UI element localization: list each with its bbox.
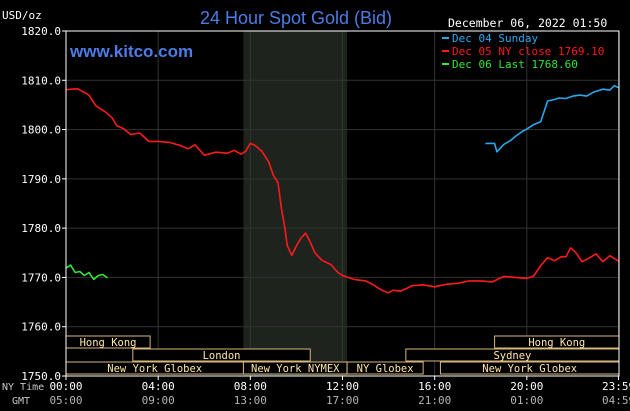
y-axis-ticks: 1750.0 1760.0 1770.0 1780.0 1790.0 1800.0 1810…: [21, 25, 66, 383]
x-tick-label-ny: 23:59: [602, 380, 630, 393]
series-line: [485, 84, 619, 153]
chart-date: December 06, 2022 01:50: [448, 16, 607, 30]
y-tick-label: 1780.0: [21, 222, 61, 235]
site-watermark: www.kitco.com: [69, 42, 193, 61]
legend-label: Dec 04 Sunday: [452, 32, 538, 45]
unit-label: USD/oz: [2, 9, 42, 22]
x-tick-label-ny: 16:00: [418, 380, 451, 393]
x-tick-label-ny: 00:00: [49, 380, 82, 393]
x-tick-label-gmt: 13:00: [234, 394, 267, 407]
x-tick-label-gmt: 17:00: [326, 394, 359, 407]
y-tick-label: 1790.0: [21, 173, 61, 186]
legend-label: Dec 05 NY close 1769.10: [452, 45, 604, 58]
y-tick-label: 1750.0: [21, 370, 61, 383]
series-line: [65, 87, 619, 294]
chart-title: 24 Hour Spot Gold (Bid): [200, 8, 392, 28]
x-tick-label-gmt: 01:00: [510, 394, 543, 407]
session-label: NY Globex: [357, 363, 414, 375]
price-series: [65, 84, 619, 294]
session-label: New York Globex: [482, 363, 577, 375]
session-label: Hong Kong: [80, 337, 137, 349]
x-tick-label-ny: 08:00: [234, 380, 267, 393]
y-tick-label: 1760.0: [21, 321, 61, 334]
y-tick-label: 1810.0: [21, 74, 61, 87]
x-tick-label-gmt: 04:59: [602, 394, 630, 407]
x-tick-label-ny: 04:00: [142, 380, 175, 393]
legend-label: Dec 06 Last 1768.60: [452, 58, 578, 71]
y-tick-label: 1800.0: [21, 124, 61, 137]
session-label: London: [203, 350, 241, 362]
y-tick-label: 1770.0: [21, 271, 61, 284]
x-tick-label-ny: 12:00: [326, 380, 359, 393]
session-label: Hong Kong: [528, 337, 585, 349]
ny-time-label: NY Time: [2, 382, 44, 393]
x-tick-label-ny: 20:00: [510, 380, 543, 393]
y-tick-label: 1820.0: [21, 25, 61, 38]
x-tick-label-gmt: 05:00: [49, 394, 82, 407]
session-label: Sydney: [493, 350, 531, 362]
session-bar: [132, 348, 311, 362]
gmt-label: GMT: [12, 396, 30, 407]
series-line: [65, 264, 108, 281]
session-label: New York NYMEX: [251, 363, 340, 375]
x-tick-label-gmt: 21:00: [418, 394, 451, 407]
session-label: New York Globex: [107, 363, 202, 375]
session-bar: [346, 361, 424, 375]
x-tick-label-gmt: 09:00: [142, 394, 175, 407]
nymex-session-band: [243, 31, 348, 376]
